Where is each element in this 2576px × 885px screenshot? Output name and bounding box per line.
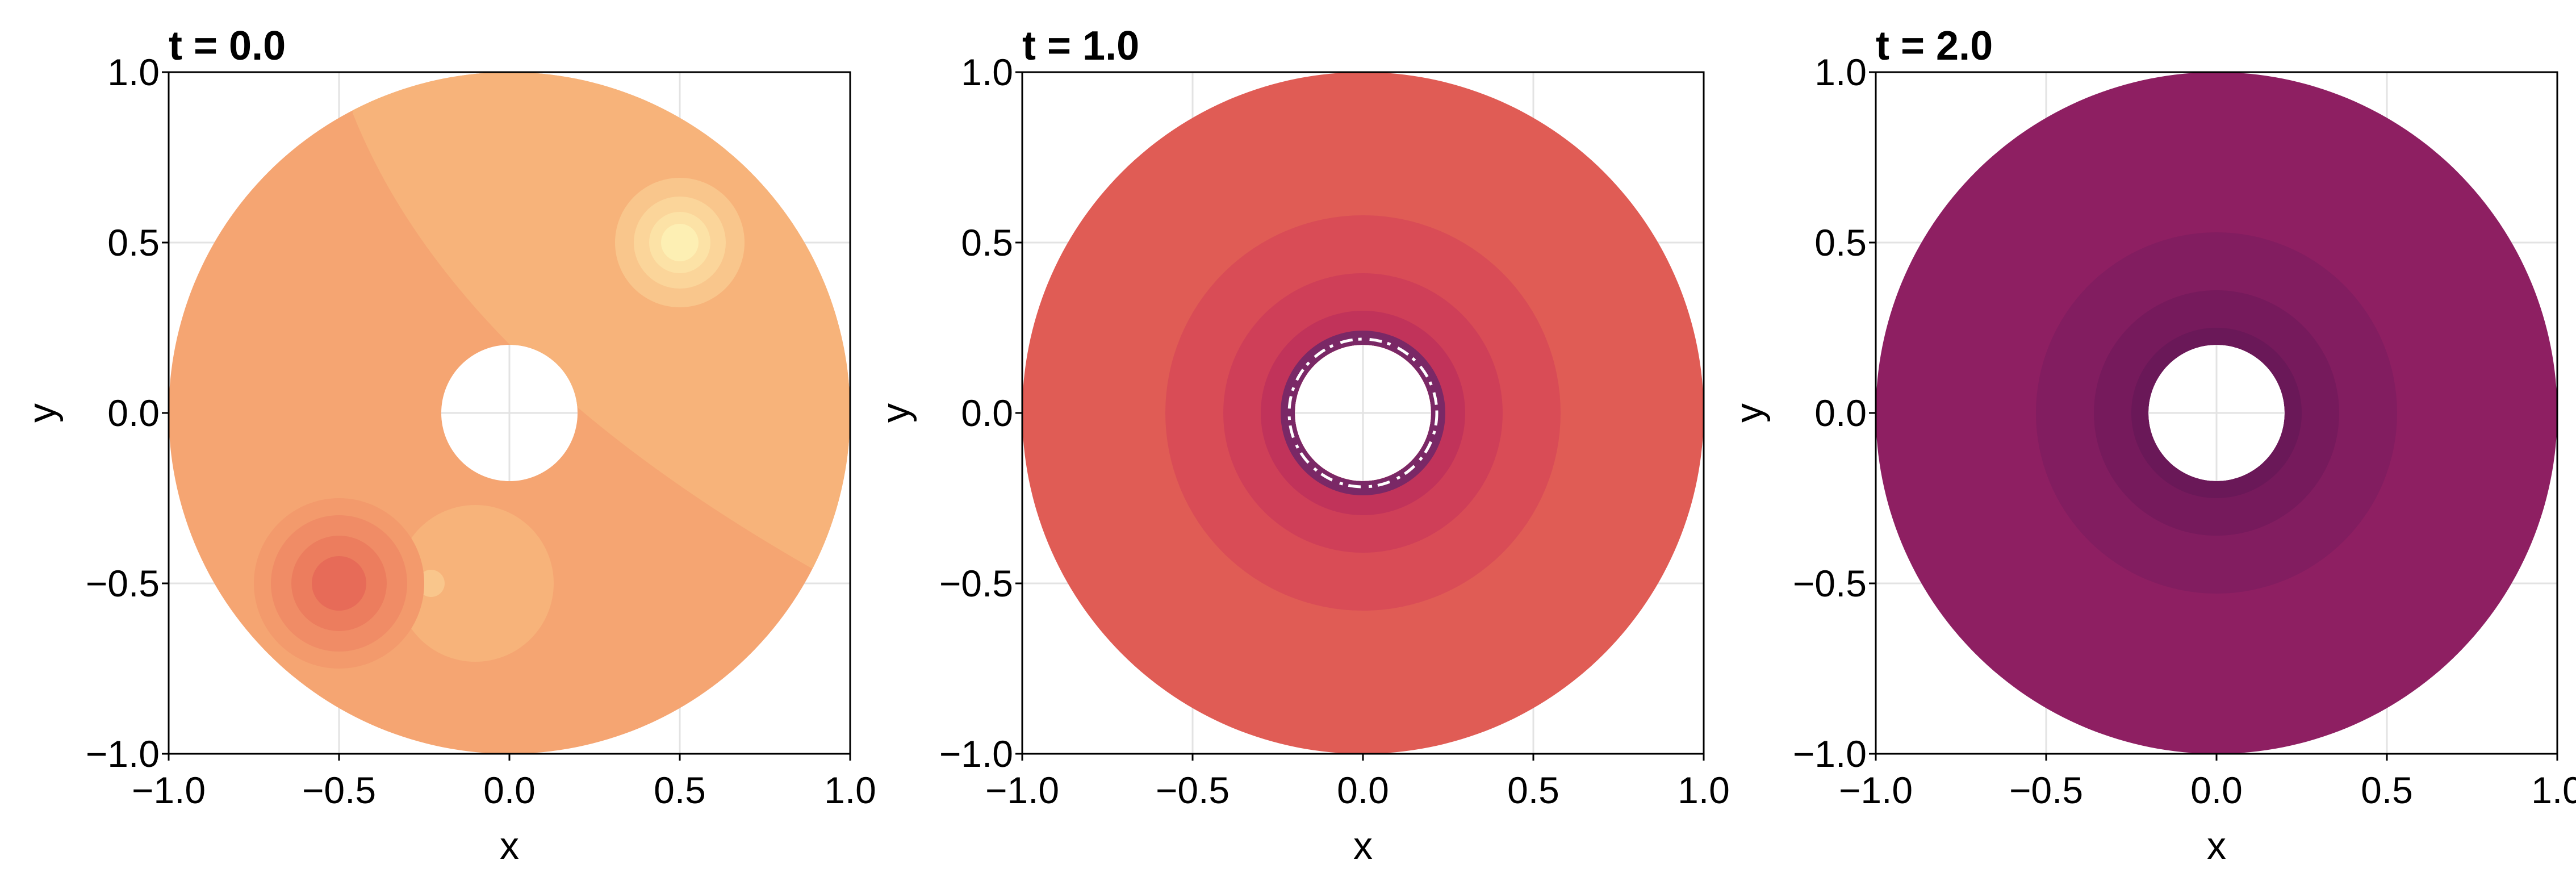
panel-1: −1.0 −0.5 0.0 0.5 1.0−1.0−0.50.00.51.0t = 0.… (20, 23, 876, 867)
y-tick-label: 1.0 (107, 51, 160, 93)
x-tick-label: −1.0 (1839, 769, 1913, 811)
x-tick-label: 0.5 (2361, 769, 2413, 811)
y-tick-label: −1.0 (1793, 733, 1867, 775)
y-tick-label: 0.5 (107, 222, 160, 264)
contour-field (1876, 72, 2557, 754)
y-tick-label: −1.0 (86, 733, 160, 775)
y-tick-label: 0.0 (1814, 392, 1867, 434)
contour-level (661, 224, 699, 261)
y-tick-label: −0.5 (1793, 562, 1867, 604)
x-axis-label: x (1353, 824, 1373, 867)
x-tick-label: 1.0 (2531, 769, 2576, 811)
x-tick-label: 1.0 (1678, 769, 1730, 811)
contour-level (417, 570, 445, 597)
y-tick-label: −0.5 (939, 562, 1013, 604)
x-tick-label: 0.0 (2190, 769, 2243, 811)
panel-title: t = 1.0 (1022, 23, 1139, 69)
y-tick-label: −0.5 (86, 562, 160, 604)
y-tick-label: 1.0 (1814, 51, 1867, 93)
panel-title: t = 2.0 (1876, 23, 1993, 69)
y-tick-label: 1.0 (961, 51, 1013, 93)
x-tick-label: 0.0 (1337, 769, 1389, 811)
x-tick-label: −0.5 (302, 769, 376, 811)
x-tick-label: −1.0 (132, 769, 206, 811)
x-tick-label: 0.5 (654, 769, 706, 811)
y-tick-label: 0.5 (961, 222, 1013, 264)
x-tick-label: −0.5 (1156, 769, 1230, 811)
y-axis-label: y (874, 403, 917, 423)
panel-title: t = 0.0 (169, 23, 286, 69)
y-tick-label: 0.0 (107, 392, 160, 434)
x-axis-label: x (500, 824, 519, 867)
contour-level (397, 505, 554, 662)
contour-ring-speckle (1287, 337, 1438, 489)
panel-2: −1.0 −0.5 0.0 0.5 1.0−1.0−0.50.00.51.0t = 1.… (874, 23, 1730, 867)
y-axis-label: y (1728, 403, 1771, 423)
x-tick-label: 0.5 (1507, 769, 1559, 811)
contour-level (312, 556, 366, 611)
x-tick-label: −0.5 (2009, 769, 2083, 811)
x-tick-label: −1.0 (985, 769, 1059, 811)
x-tick-label: 0.0 (483, 769, 536, 811)
panel-3: −1.0 −0.5 0.0 0.5 1.0−1.0−0.50.00.51.0t = 2.… (1728, 23, 2576, 867)
y-tick-label: 0.5 (1814, 222, 1867, 264)
y-axis-label: y (20, 403, 64, 423)
x-tick-label: 1.0 (824, 769, 876, 811)
contour-field (169, 72, 850, 754)
x-axis-label: x (2207, 824, 2226, 867)
y-tick-label: −1.0 (939, 733, 1013, 775)
y-tick-label: 0.0 (961, 392, 1013, 434)
